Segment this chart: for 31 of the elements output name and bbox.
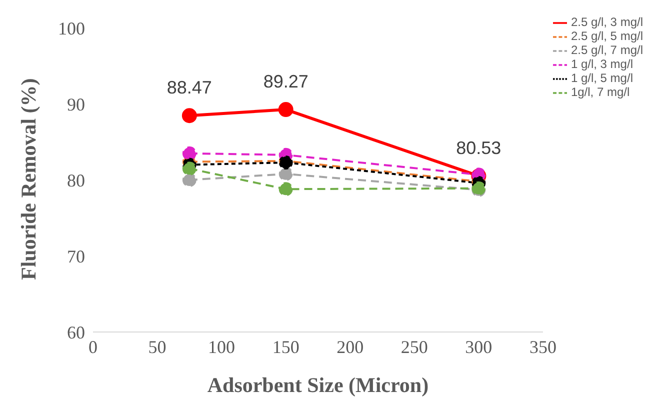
data-label: 89.27 <box>263 72 308 92</box>
data-label: 80.53 <box>456 138 502 158</box>
data-label: 88.47 <box>166 78 212 98</box>
y-tick-label: 90 <box>67 94 85 114</box>
y-axis-title: Fluoride Removal (%) <box>16 78 40 280</box>
legend-label: 1 g/l, 5 mg/l <box>570 71 633 86</box>
point <box>182 162 196 176</box>
y-tick-label: 80 <box>67 170 85 190</box>
x-tick-label: 100 <box>208 336 236 357</box>
legend-label: 1g/l, 7 mg/l <box>570 85 630 100</box>
x-tick-label: 350 <box>529 336 556 357</box>
x-tick-label: 0 <box>88 336 98 357</box>
y-tick-label: 70 <box>67 246 85 266</box>
x-tick-label: 250 <box>400 336 428 357</box>
legend-label: 1 g/l, 3 mg/l <box>570 57 633 72</box>
point <box>278 102 294 118</box>
x-tick-label: 50 <box>148 336 166 357</box>
legend-label: 2.5 g/l, 7 mg/l <box>570 43 643 58</box>
point <box>182 173 196 187</box>
point <box>278 166 293 181</box>
x-tick-label: 150 <box>272 336 300 357</box>
point <box>182 108 197 124</box>
point <box>182 146 196 160</box>
x-axis-title: Adsorbent Size (Micron) <box>207 373 429 397</box>
legend-label: 2.5 g/l, 3 mg/l <box>570 15 643 30</box>
y-tick-label: 60 <box>67 322 85 342</box>
x-tick-label: 200 <box>336 336 364 357</box>
y-tick-label: 100 <box>58 18 85 38</box>
x-tick-label: 300 <box>465 336 492 357</box>
legend-label: 2.5 g/l, 5 mg/l <box>570 29 643 44</box>
point <box>278 182 293 196</box>
